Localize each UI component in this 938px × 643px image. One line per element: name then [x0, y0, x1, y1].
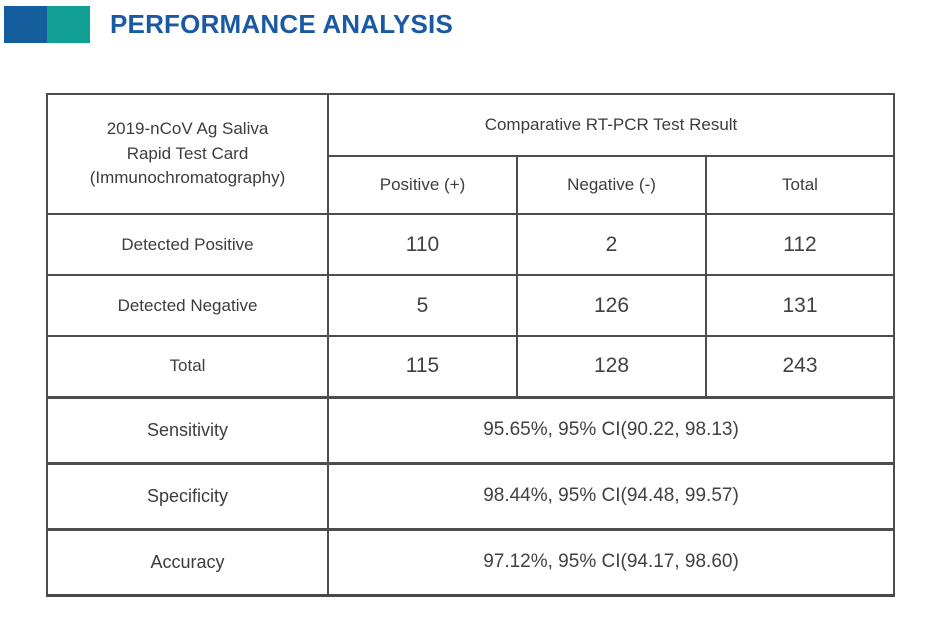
table-row-detected-negative: Detected Negative 5 126 131 — [46, 274, 895, 337]
logo-teal-square — [47, 6, 90, 43]
stat-label: Sensitivity — [46, 395, 329, 464]
value-cell: 2 — [516, 213, 707, 276]
value-cell: 128 — [516, 335, 707, 398]
stat-label: Accuracy — [46, 527, 329, 596]
table-header-row-1: 2019-nCoV Ag Saliva Rapid Test Card (Imm… — [46, 93, 895, 215]
value-cell: 126 — [516, 274, 707, 337]
table-row-specificity: Specificity 98.44%, 95% CI(94.48, 99.57) — [46, 461, 895, 530]
row-label: Total — [46, 335, 329, 398]
logo-blue-square — [4, 6, 47, 43]
table-header-row-2: Positive (+) Negative (-) Total — [47, 155, 895, 215]
performance-analysis-table: 2019-nCoV Ag Saliva Rapid Test Card (Imm… — [46, 93, 895, 597]
row-label: Detected Negative — [46, 274, 329, 337]
value-cell: 115 — [327, 335, 518, 398]
page-title: PERFORMANCE ANALYSIS — [110, 9, 454, 39]
column-header-total: Total — [705, 155, 895, 215]
corner-header-cell: 2019-nCoV Ag Saliva Rapid Test Card (Imm… — [46, 93, 329, 215]
value-cell: 112 — [705, 213, 895, 276]
stat-label: Specificity — [46, 461, 329, 530]
value-cell: 110 — [327, 213, 518, 276]
page-header: PERFORMANCE ANALYSIS — [4, 6, 453, 43]
table-row-total: Total 115 128 243 — [46, 335, 895, 398]
table-row-detected-positive: Detected Positive 110 2 112 — [46, 213, 895, 276]
brand-logo — [4, 6, 90, 43]
column-header-positive: Positive (+) — [327, 155, 518, 215]
value-cell: 243 — [705, 335, 895, 398]
corner-header-text: 2019-nCoV Ag Saliva Rapid Test Card (Imm… — [89, 119, 286, 188]
value-cell: 5 — [327, 274, 518, 337]
table-row-accuracy: Accuracy 97.12%, 95% CI(94.17, 98.60) — [46, 527, 895, 596]
table-row-sensitivity: Sensitivity 95.65%, 95% CI(90.22, 98.13) — [46, 395, 895, 464]
row-label: Detected Positive — [46, 213, 329, 276]
stat-value: 98.44%, 95% CI(94.48, 99.57) — [327, 461, 895, 530]
column-header-negative: Negative (-) — [516, 155, 707, 215]
value-cell: 131 — [705, 274, 895, 337]
group-header-cell: Comparative RT-PCR Test Result — [327, 93, 895, 157]
stat-value: 95.65%, 95% CI(90.22, 98.13) — [327, 395, 895, 464]
stat-value: 97.12%, 95% CI(94.17, 98.60) — [327, 527, 895, 596]
